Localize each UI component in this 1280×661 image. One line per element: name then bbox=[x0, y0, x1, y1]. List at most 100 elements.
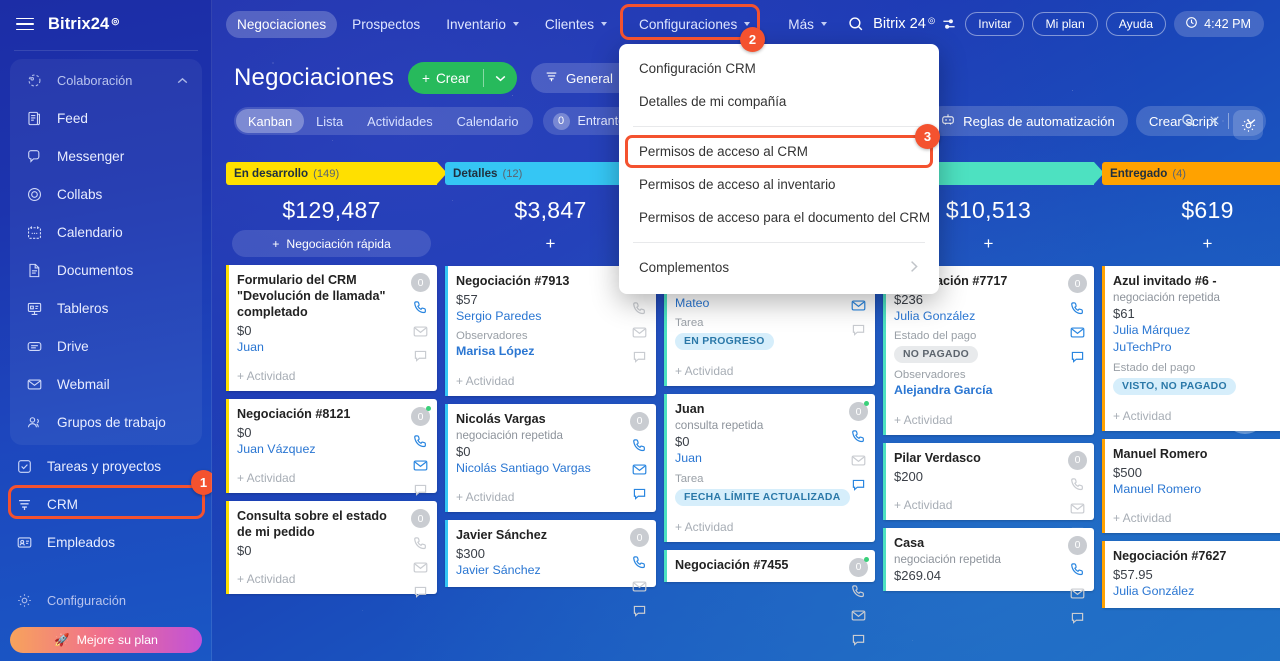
sidebar-item-tableros[interactable]: Tableros bbox=[10, 289, 202, 327]
card-add-activity-button[interactable]: + Actividad bbox=[675, 364, 734, 379]
kanban-settings-button[interactable] bbox=[1233, 110, 1263, 140]
menu-item-detalles-de-mi-compañía[interactable]: Detalles de mi compañía bbox=[619, 85, 939, 118]
kanban-column-header[interactable]: Entregado (4) bbox=[1102, 162, 1280, 185]
menu-item-permisos-de-acceso-al-crm[interactable]: Permisos de acceso al CRM bbox=[619, 135, 939, 168]
chat-icon[interactable] bbox=[850, 475, 868, 493]
kanban-card[interactable]: Manuel Romero $500 Manuel Romero + Activida… bbox=[1102, 438, 1280, 534]
card-counter-badge[interactable]: 0 bbox=[1068, 535, 1087, 555]
search-icon[interactable] bbox=[1180, 112, 1197, 134]
sidebar-item-messenger[interactable]: Messenger bbox=[10, 137, 202, 175]
phone-icon[interactable] bbox=[850, 427, 868, 445]
menu-item-complementos[interactable]: Complementos bbox=[619, 251, 939, 284]
kanban-card[interactable]: Casa negociación repetida $269.04 0 bbox=[883, 527, 1094, 625]
chat-icon[interactable] bbox=[631, 485, 649, 503]
chat-icon[interactable] bbox=[1069, 347, 1087, 365]
card-add-activity-button[interactable]: + Actividad bbox=[237, 471, 296, 486]
sidebar-item-documentos[interactable]: Documentos bbox=[10, 251, 202, 289]
card-contact-link[interactable]: Julia Márquez bbox=[1113, 322, 1191, 337]
menu-item-configuración-crm[interactable]: Configuración CRM bbox=[619, 52, 939, 85]
create-deal-dropdown-toggle[interactable] bbox=[484, 75, 517, 82]
chat-icon[interactable] bbox=[412, 480, 430, 498]
chat-icon[interactable] bbox=[412, 582, 430, 600]
card-counter-badge[interactable]: 0 bbox=[411, 273, 430, 292]
sidebar-item-collabs[interactable]: Collabs bbox=[10, 175, 202, 213]
chat-icon[interactable] bbox=[631, 347, 649, 365]
card-company-link[interactable]: JuTechPro bbox=[1113, 340, 1172, 355]
sidebar-item-drive[interactable]: Drive bbox=[10, 327, 202, 365]
phone-icon[interactable] bbox=[1069, 476, 1087, 494]
mail-icon[interactable] bbox=[631, 323, 649, 341]
card-counter-badge[interactable]: 0 bbox=[1068, 450, 1087, 470]
card-contact-link[interactable]: Mateo bbox=[675, 295, 710, 310]
card-contact-link[interactable]: Manuel Romero bbox=[1113, 481, 1202, 496]
phone-icon[interactable] bbox=[1069, 561, 1087, 579]
mail-icon[interactable] bbox=[1069, 500, 1087, 518]
menu-item-permisos-de-acceso-para-el-documento-del-crm[interactable]: Permisos de acceso para el documento del… bbox=[619, 201, 939, 234]
phone-icon[interactable] bbox=[1069, 299, 1087, 317]
card-contact-link[interactable]: Juan Vázquez bbox=[237, 441, 316, 456]
card-contact-link[interactable]: Nicolás Santiago Vargas bbox=[456, 460, 591, 475]
create-script-dropdown-toggle[interactable] bbox=[1236, 118, 1266, 125]
chat-icon[interactable] bbox=[631, 601, 649, 619]
kanban-quick-add-button[interactable]: + Negociación rápida bbox=[232, 230, 431, 257]
kanban-quick-add-button[interactable]: + bbox=[451, 230, 650, 257]
sliders-icon[interactable] bbox=[941, 16, 957, 32]
card-observer-link[interactable]: Marisa López bbox=[456, 344, 535, 359]
mail-icon[interactable] bbox=[412, 322, 430, 340]
chat-icon[interactable] bbox=[412, 346, 430, 364]
chevron-up-icon[interactable] bbox=[177, 73, 188, 88]
mail-icon[interactable] bbox=[850, 607, 868, 625]
phone-icon[interactable] bbox=[412, 298, 430, 316]
mail-icon[interactable] bbox=[850, 296, 868, 314]
card-add-activity-button[interactable]: + Actividad bbox=[456, 490, 515, 505]
nav-item-prospectos[interactable]: Prospectos bbox=[341, 11, 431, 38]
card-counter-badge[interactable]: 0 bbox=[630, 528, 649, 548]
nav-item-negociaciones[interactable]: Negociaciones bbox=[226, 10, 338, 38]
mail-icon[interactable] bbox=[631, 461, 649, 479]
nav-item-clientes[interactable]: Clientes bbox=[534, 11, 618, 38]
automation-rules-button[interactable]: Reglas de automatización bbox=[927, 106, 1128, 136]
sidebar-item-configuracion[interactable]: Configuración bbox=[0, 581, 212, 619]
phone-icon[interactable] bbox=[850, 583, 868, 601]
kanban-card[interactable]: Negociación #7627 $57.95 Julia González bbox=[1102, 541, 1280, 608]
card-contact-link[interactable]: Javier Sánchez bbox=[456, 563, 541, 578]
mail-icon[interactable] bbox=[631, 577, 649, 595]
mail-icon[interactable] bbox=[1069, 585, 1087, 603]
card-counter-badge[interactable]: 0 bbox=[1068, 274, 1087, 293]
card-counter-badge[interactable]: 0 bbox=[630, 411, 649, 431]
card-add-activity-button[interactable]: + Actividad bbox=[675, 519, 734, 534]
mail-icon[interactable] bbox=[412, 456, 430, 474]
kanban-card[interactable]: Negociación #7455 0 bbox=[664, 549, 875, 647]
kanban-card[interactable]: Negociación #8121 $0 Juan Vázquez + Activid… bbox=[226, 399, 437, 496]
time-tracker-button[interactable]: 4:42 PM bbox=[1174, 11, 1264, 37]
create-deal-button[interactable]: + Crear bbox=[408, 62, 517, 94]
card-add-activity-button[interactable]: + Actividad bbox=[894, 412, 953, 427]
chat-icon[interactable] bbox=[1069, 609, 1087, 627]
tab-kanban[interactable]: Kanban bbox=[236, 109, 305, 133]
nav-item-configuraciones[interactable]: Configuraciones bbox=[628, 11, 761, 38]
upgrade-plan-button[interactable]: 🚀 Mejore su plan bbox=[10, 627, 202, 653]
sidebar-item-calendario[interactable]: Calendario bbox=[10, 213, 202, 251]
mail-icon[interactable] bbox=[850, 451, 868, 469]
kanban-card[interactable]: Pilar Verdasco $200 + Actividad 0 bbox=[883, 442, 1094, 540]
kanban-quick-add-button[interactable]: + bbox=[1108, 230, 1280, 257]
menu-toggle-icon[interactable] bbox=[16, 17, 34, 31]
nav-item-mas[interactable]: Más bbox=[777, 11, 838, 38]
sidebar-item-grupos-de-trabajo[interactable]: Grupos de trabajo bbox=[10, 403, 202, 441]
card-counter-badge[interactable]: 0 bbox=[849, 556, 869, 577]
kanban-card[interactable]: Negociación #7717 $236 Julia González Estad… bbox=[883, 266, 1094, 435]
card-add-activity-button[interactable]: + Actividad bbox=[1113, 511, 1172, 526]
card-counter-badge[interactable]: 0 bbox=[411, 509, 430, 529]
card-add-activity-button[interactable]: + Actividad bbox=[237, 572, 296, 587]
sidebar-item-tareas-y-proyectos[interactable]: Tareas y proyectos bbox=[0, 447, 212, 485]
card-contact-link[interactable]: Julia González bbox=[1113, 584, 1195, 599]
menu-item-permisos-de-acceso-al-inventario[interactable]: Permisos de acceso al inventario bbox=[619, 168, 939, 201]
phone-icon[interactable] bbox=[412, 534, 430, 552]
sidebar-item-feed[interactable]: Feed bbox=[10, 99, 202, 137]
sidebar-item-empleados[interactable]: Empleados bbox=[0, 523, 212, 561]
close-icon[interactable] bbox=[1207, 113, 1222, 133]
my-plan-button[interactable]: Mi plan bbox=[1032, 12, 1098, 36]
mail-icon[interactable] bbox=[1069, 323, 1087, 341]
search-icon[interactable] bbox=[847, 15, 865, 33]
card-add-activity-button[interactable]: + Actividad bbox=[894, 497, 953, 512]
